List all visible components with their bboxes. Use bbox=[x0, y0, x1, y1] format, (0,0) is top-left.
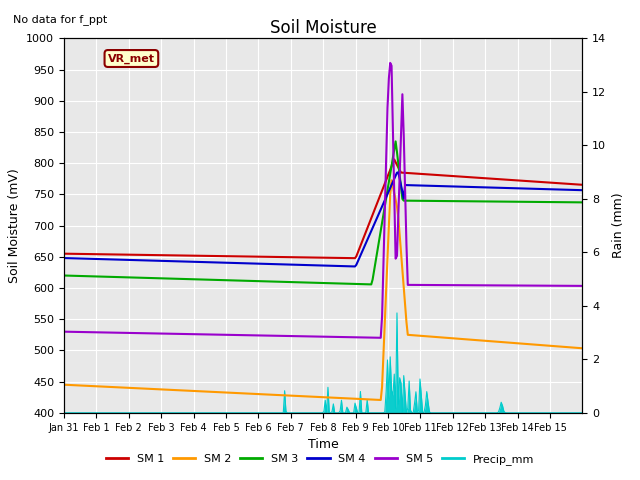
Text: No data for f_ppt: No data for f_ppt bbox=[13, 14, 107, 25]
Y-axis label: Rain (mm): Rain (mm) bbox=[612, 193, 625, 258]
Y-axis label: Soil Moisture (mV): Soil Moisture (mV) bbox=[8, 168, 20, 283]
Text: VR_met: VR_met bbox=[108, 53, 155, 64]
Legend: SM 1, SM 2, SM 3, SM 4, SM 5, Precip_mm: SM 1, SM 2, SM 3, SM 4, SM 5, Precip_mm bbox=[101, 450, 539, 469]
Title: Soil Moisture: Soil Moisture bbox=[270, 19, 376, 37]
X-axis label: Time: Time bbox=[308, 438, 339, 451]
